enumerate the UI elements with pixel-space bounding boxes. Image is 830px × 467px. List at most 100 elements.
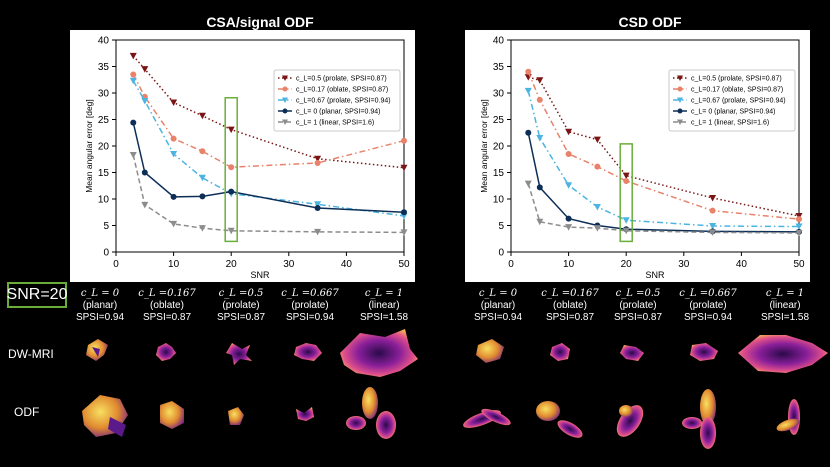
cl-value: c_L =0.167 <box>541 288 599 299</box>
data-point <box>141 169 148 176</box>
legend-label: c_L=0.17 (oblate, SPSI=0.87) <box>296 87 388 94</box>
row-label-dwmri: DW-MRI <box>8 347 54 361</box>
x-tick-label: 40 <box>341 259 353 270</box>
data-point <box>524 87 532 95</box>
spsi-label: SPSI=1.58 <box>359 312 409 323</box>
data-point <box>524 180 532 188</box>
data-point <box>227 126 235 134</box>
data-point <box>314 205 321 212</box>
col-label-prolate-0667: c_L =0.667 (prolate) SPSI=0.94 <box>275 288 345 324</box>
data-point <box>170 135 177 142</box>
data-point <box>227 227 235 235</box>
shape-label: (planar) <box>480 300 516 311</box>
legend-box <box>668 69 796 132</box>
spsi-label: SPSI=1.58 <box>760 312 810 323</box>
data-point <box>593 203 601 211</box>
y-tick-label: 0 <box>498 248 504 259</box>
y-tick-label: 15 <box>98 168 110 179</box>
x-tick-label: 10 <box>168 259 180 270</box>
dwmri-glyph-oblate-csd <box>550 343 570 361</box>
data-point <box>622 217 630 224</box>
y-tick-label: 30 <box>493 89 505 100</box>
legend-label: c_L= 1 (linear, SPSI=1.6) <box>691 120 769 127</box>
legend-label: c_L=0.17 (oblate, SPSI=0.87) <box>691 87 783 94</box>
legend-label: c_L= 0 (planar, SPSI=0.94) <box>691 109 775 116</box>
odf-glyph-prolate-0667-csd <box>682 389 716 449</box>
cl-value: c_L =0.5 <box>218 288 264 299</box>
data-point <box>141 201 149 209</box>
y-tick-label: 10 <box>493 195 505 206</box>
col-label-prolate-05-csd: c_L =0.5 (prolate) SPSI=0.87 <box>603 288 673 324</box>
y-axis-label: Mean angular error [deg] <box>479 99 489 193</box>
data-point <box>170 220 178 228</box>
y-tick-label: 20 <box>493 142 505 153</box>
data-point <box>795 229 803 237</box>
odf-glyph-oblate <box>160 401 184 429</box>
data-point <box>565 224 573 231</box>
data-point <box>593 136 601 144</box>
shape-label: (prolate) <box>291 300 329 311</box>
col-label-linear-csd: c_L = 1 (linear) SPSI=1.58 <box>750 288 820 324</box>
chart-title-csd: CSD ODF <box>618 14 682 30</box>
dwmri-glyph-prolate-05 <box>226 343 252 365</box>
x-tick-label: 30 <box>678 259 690 270</box>
shape-label: (planar) <box>82 300 118 311</box>
cl-value: c_L = 0 <box>478 288 518 299</box>
shape-label: (oblate) <box>553 300 587 311</box>
shape-label: (linear) <box>769 300 801 311</box>
y-tick-label: 5 <box>498 221 504 232</box>
odf-glyph-planar <box>82 395 128 437</box>
legend-label: c_L=0.67 (prolate, SPSI=0.94) <box>691 98 786 105</box>
col-label-planar-csd: c_L = 0 (planar) SPSI=0.94 <box>463 288 533 324</box>
data-point <box>565 215 572 222</box>
y-tick-label: 30 <box>98 89 110 100</box>
data-point <box>141 97 149 105</box>
data-point <box>130 71 137 78</box>
chart-csa: 0 5 10 15 20 25 30 35 40 0 10 20 30 40 50 SNR Mean angul… <box>70 30 415 282</box>
spsi-label: SPSI=0.94 <box>473 312 523 323</box>
legend-label: c_L= 1 (linear, SPSI=1.6) <box>296 120 374 127</box>
spsi-label: SPSI=0.94 <box>683 312 733 323</box>
x-axis-label: SNR <box>645 270 665 280</box>
data-point <box>536 218 544 226</box>
data-point <box>593 225 601 232</box>
data-point <box>565 128 573 136</box>
y-tick-label: 35 <box>493 62 505 73</box>
chart-csd: 0 5 10 15 20 25 30 35 40 0 10 20 30 40 50 SNR Mean angul… <box>465 30 810 282</box>
col-label-linear: c_L = 1 (linear) SPSI=1.58 <box>349 288 419 324</box>
data-point <box>198 225 206 232</box>
legend-box <box>273 69 401 132</box>
data-point <box>198 174 206 182</box>
col-label-oblate: c_L =0.167 (oblate) SPSI=0.87 <box>132 288 202 324</box>
data-point <box>709 194 717 202</box>
col-label-oblate-csd: c_L =0.167 (oblate) SPSI=0.87 <box>535 288 605 324</box>
y-tick-label: 10 <box>98 195 110 206</box>
dwmri-glyph-prolate-0667 <box>294 343 322 361</box>
data-point <box>401 209 407 216</box>
data-point <box>314 201 322 208</box>
data-point <box>795 223 803 231</box>
shape-label: (oblate) <box>150 300 184 311</box>
legend-marker <box>677 75 683 81</box>
data-point <box>623 177 630 184</box>
y-tick-label: 40 <box>98 36 110 47</box>
data-point <box>170 99 178 107</box>
dwmri-glyph-planar <box>86 339 108 361</box>
odf-glyph-planar-csd <box>463 408 511 428</box>
legend-marker <box>677 86 683 92</box>
data-point <box>228 164 235 171</box>
data-point <box>536 135 544 142</box>
odf-glyph-prolate-0667 <box>296 407 314 421</box>
data-point <box>525 129 532 136</box>
data-point <box>709 223 717 230</box>
cl-value: c_L = 1 <box>765 288 805 299</box>
cl-value: c_L =0.667 <box>679 288 737 299</box>
spsi-label: SPSI=0.87 <box>142 312 192 323</box>
data-point <box>622 172 630 180</box>
data-point <box>170 150 178 158</box>
odf-glyph-prolate-05 <box>228 407 244 425</box>
highlight-box <box>619 143 633 243</box>
dwmri-glyph-planar-csd <box>476 339 504 363</box>
odf-glyph-oblate-csd <box>536 401 583 438</box>
x-tick-label: 0 <box>508 259 514 270</box>
